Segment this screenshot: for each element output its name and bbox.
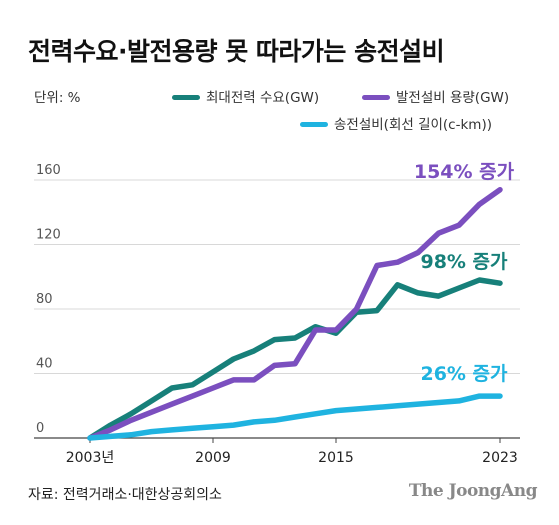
legend-swatch-capacity — [362, 94, 390, 100]
legend-label-capacity: 발전설비 용량(GW) — [396, 90, 510, 106]
legend-item-demand: 최대전력 수요(GW) — [172, 86, 319, 106]
x-tick-label: 2003년 — [66, 450, 115, 466]
x-tick-label: 2015 — [318, 450, 354, 466]
y-tick-label: 0 — [36, 421, 44, 436]
y-tick-label: 160 — [36, 163, 61, 178]
annotation-transmission: 26% 증가 — [420, 363, 508, 385]
source-note: 자료: 전력거래소·대한상공회의소 — [28, 487, 222, 503]
legend-item-capacity: 발전설비 용량(GW) — [362, 86, 509, 106]
legend-swatch-transmission — [300, 121, 328, 127]
legend-label-transmission: 송전설비(회선 길이(c-km)) — [334, 117, 492, 133]
annotation-demand: 98% 증가 — [420, 251, 508, 273]
chart-title: 전력수요·발전용량 못 따라가는 송전설비 — [28, 37, 445, 66]
x-tick-label: 2009 — [195, 450, 231, 466]
unit-label: 단위: % — [34, 90, 81, 106]
y-tick-label: 120 — [36, 228, 61, 243]
legend-label-demand: 최대전력 수요(GW) — [206, 90, 320, 106]
x-tick-label: 2023 — [482, 450, 518, 466]
legend-item-transmission: 송전설비(회선 길이(c-km)) — [300, 113, 492, 133]
annotation-capacity: 154% 증가 — [414, 161, 515, 183]
legend-swatch-demand — [172, 94, 200, 100]
y-tick-label: 40 — [36, 357, 53, 372]
brand-logo: The JoongAng — [408, 481, 538, 501]
y-tick-label: 80 — [36, 292, 53, 307]
